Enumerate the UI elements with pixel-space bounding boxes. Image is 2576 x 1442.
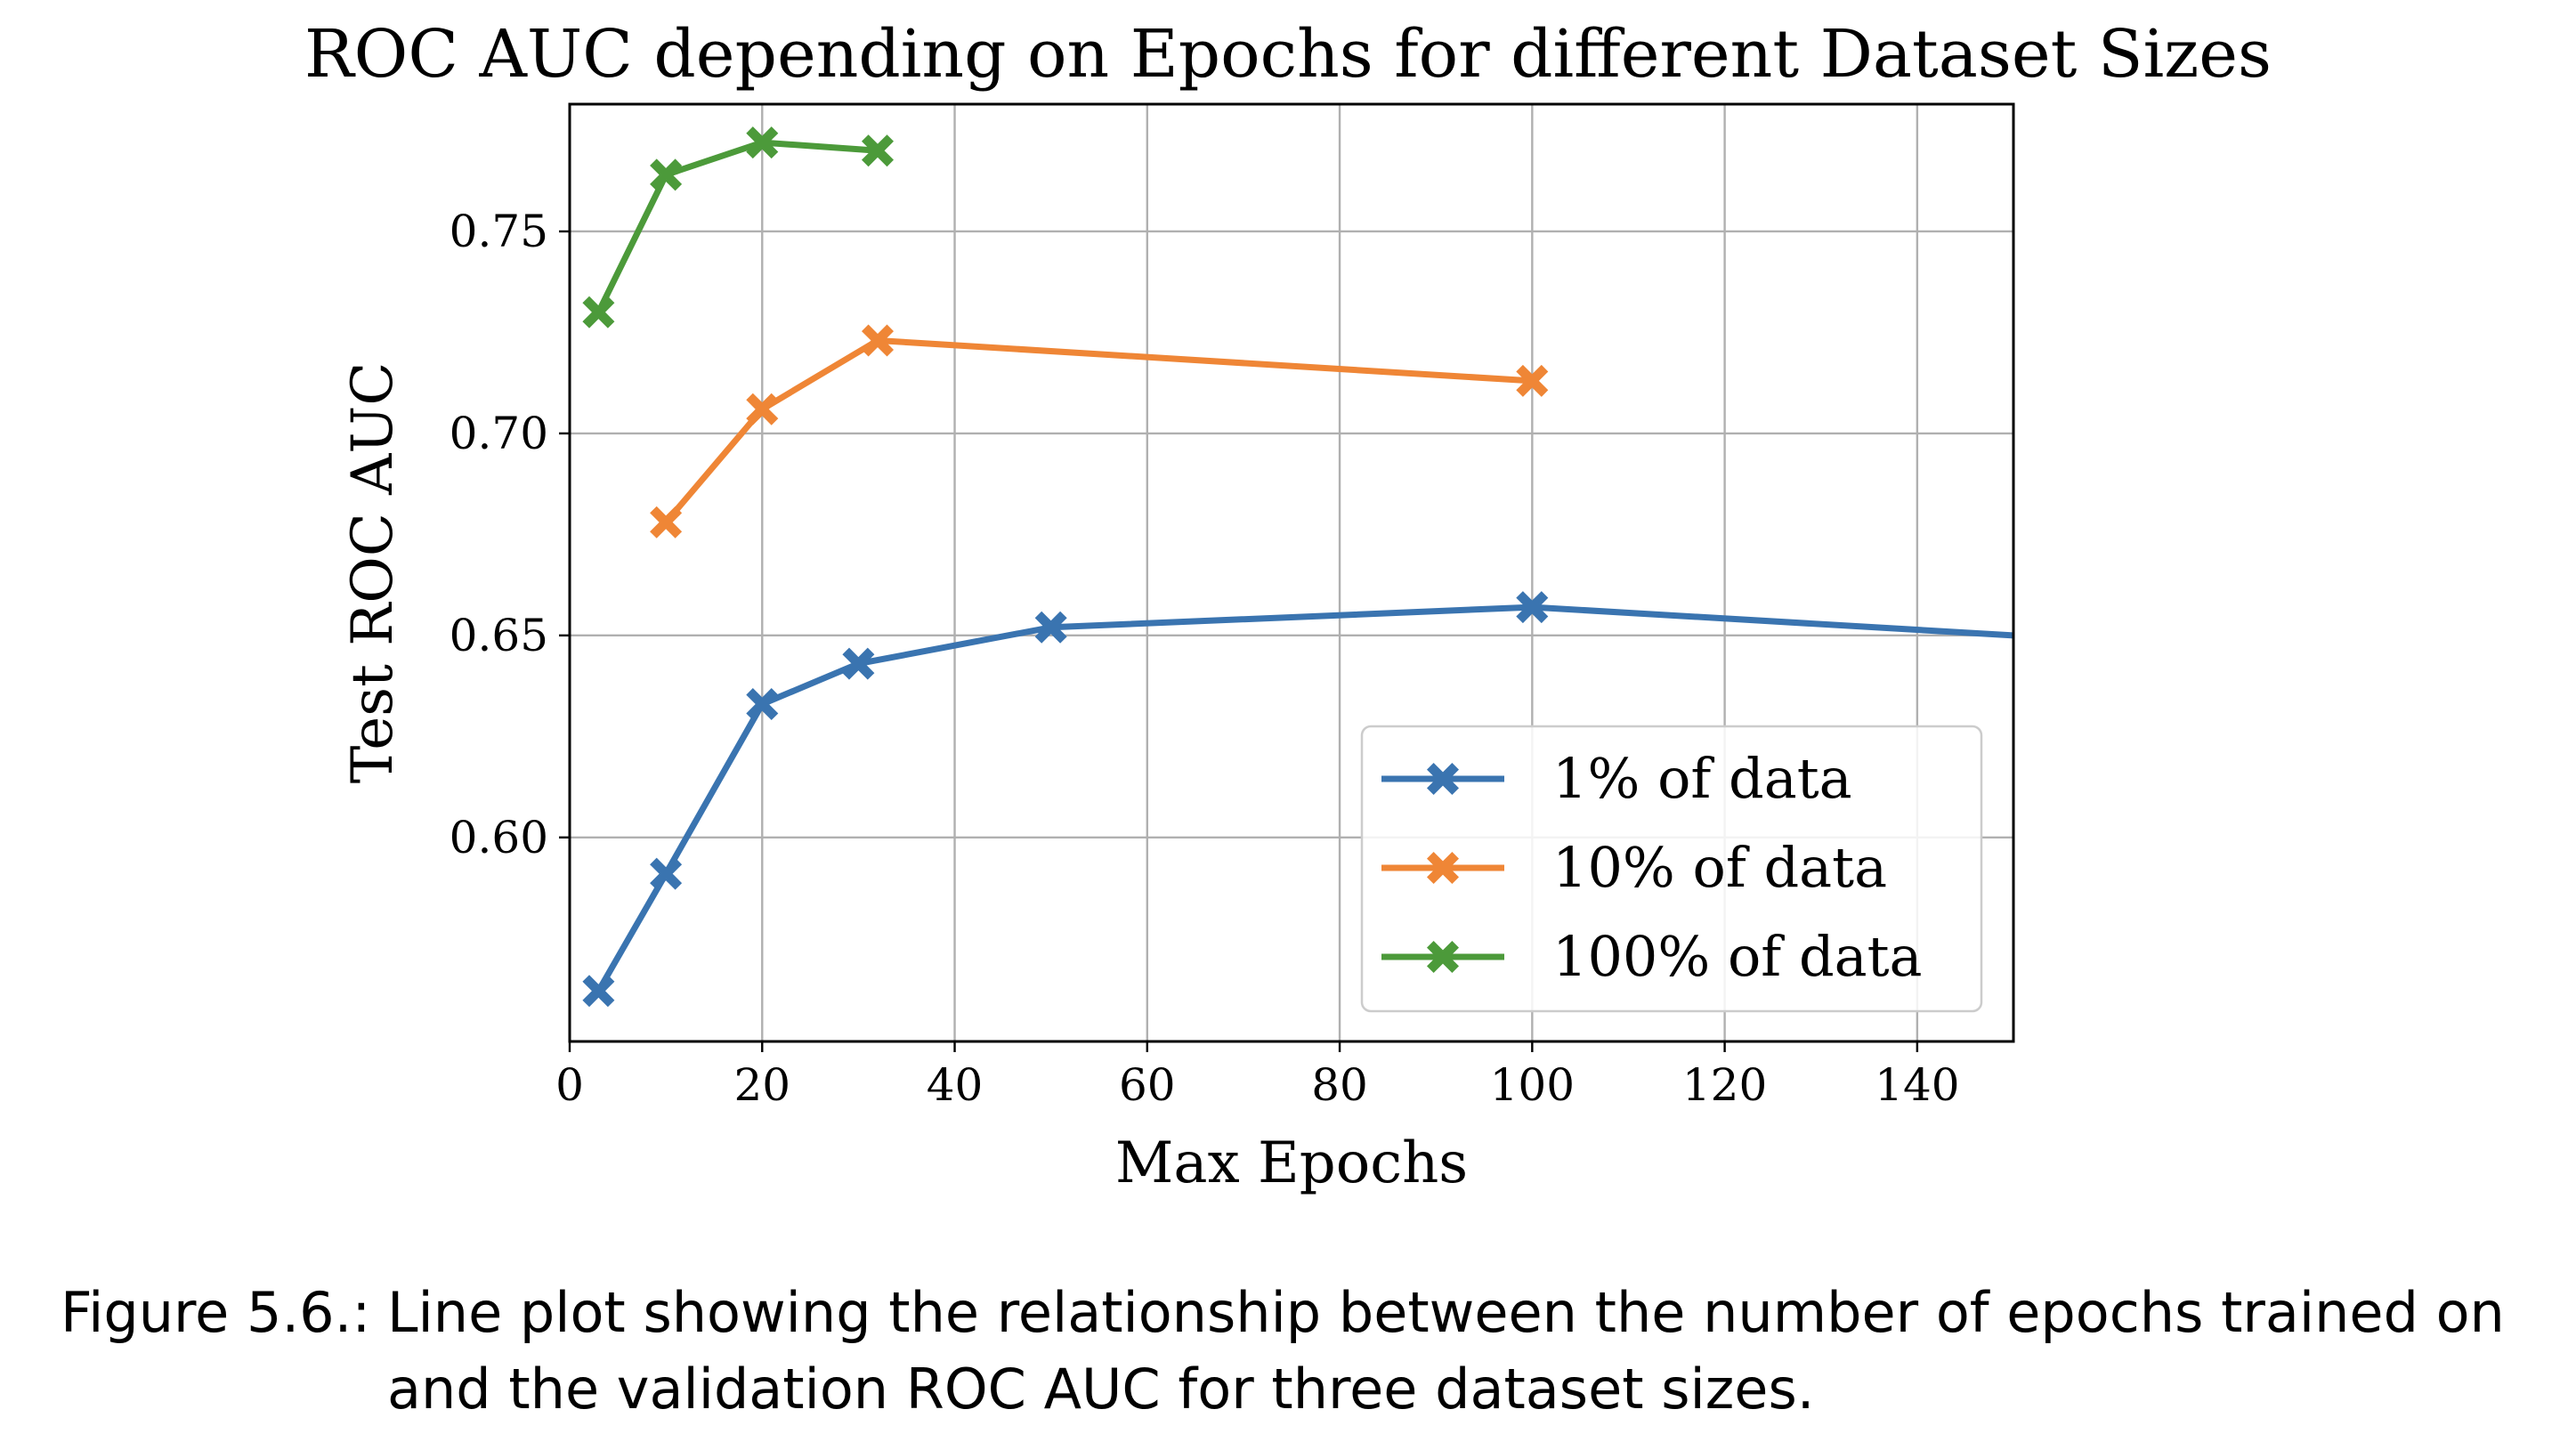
- plot-frame: [568, 102, 2015, 1043]
- y-axis-label: Test ROC AUC: [340, 362, 406, 784]
- tick-layer: 0 20 40 60 80 100 120 140 0.60 0.65 0.70 0.75: [450, 206, 1960, 1111]
- grid: [568, 104, 2013, 1041]
- legend-marker: [1427, 852, 1459, 884]
- data-point: [650, 158, 683, 191]
- y-tick-label: 0.65: [450, 610, 548, 661]
- data-point: [746, 688, 779, 720]
- x-axis-label: Max Epochs: [1115, 1130, 1468, 1196]
- y-tick-label: 0.70: [450, 408, 548, 459]
- y-tick-label: 0.60: [450, 812, 548, 863]
- legend: 1% of data 10% of data 100% of data: [1360, 725, 1983, 1013]
- data-point: [1516, 591, 1549, 624]
- caption-prefix: Figure 5.6.:: [61, 1280, 371, 1345]
- data-point: [650, 857, 683, 890]
- x-tick-label: 40: [927, 1059, 984, 1111]
- legend-label: 100% of data: [1552, 924, 1922, 989]
- chart-title: ROC AUC depending on Epochs for differen…: [304, 16, 2272, 93]
- legend-marker: [1427, 763, 1459, 795]
- data-point: [1516, 364, 1549, 397]
- series-2: [650, 324, 1549, 539]
- data-point: [862, 134, 894, 167]
- series-line: [595, 139, 881, 316]
- caption-text: Line plot showing the relationship betwe…: [387, 1280, 2505, 1422]
- x-tick-label: 20: [733, 1059, 790, 1111]
- x-tick-label: 100: [1490, 1059, 1575, 1111]
- data-point: [582, 296, 615, 328]
- data-point: [1034, 611, 1067, 644]
- x-tick-label: 60: [1119, 1059, 1176, 1111]
- x-tick-label: 120: [1682, 1059, 1767, 1111]
- legend-label: 10% of data: [1552, 835, 1887, 900]
- data-point: [746, 126, 779, 159]
- series-1: [582, 591, 2013, 1008]
- data-point: [862, 324, 894, 357]
- data-point: [746, 393, 779, 425]
- data-point: [842, 647, 875, 680]
- series-3: [582, 126, 894, 328]
- data-point: [582, 975, 615, 1008]
- legend-label: 1% of data: [1552, 746, 1852, 811]
- y-tick-label: 0.75: [450, 206, 548, 257]
- legend-marker: [1427, 941, 1459, 973]
- series-line: [662, 337, 1535, 526]
- data-point: [650, 506, 683, 539]
- series-layer: [582, 126, 2013, 1008]
- x-tick-label: 80: [1311, 1059, 1368, 1111]
- legend-box: [1360, 725, 1983, 1013]
- x-tick-label: 140: [1875, 1059, 1959, 1111]
- x-tick-label: 0: [555, 1059, 584, 1111]
